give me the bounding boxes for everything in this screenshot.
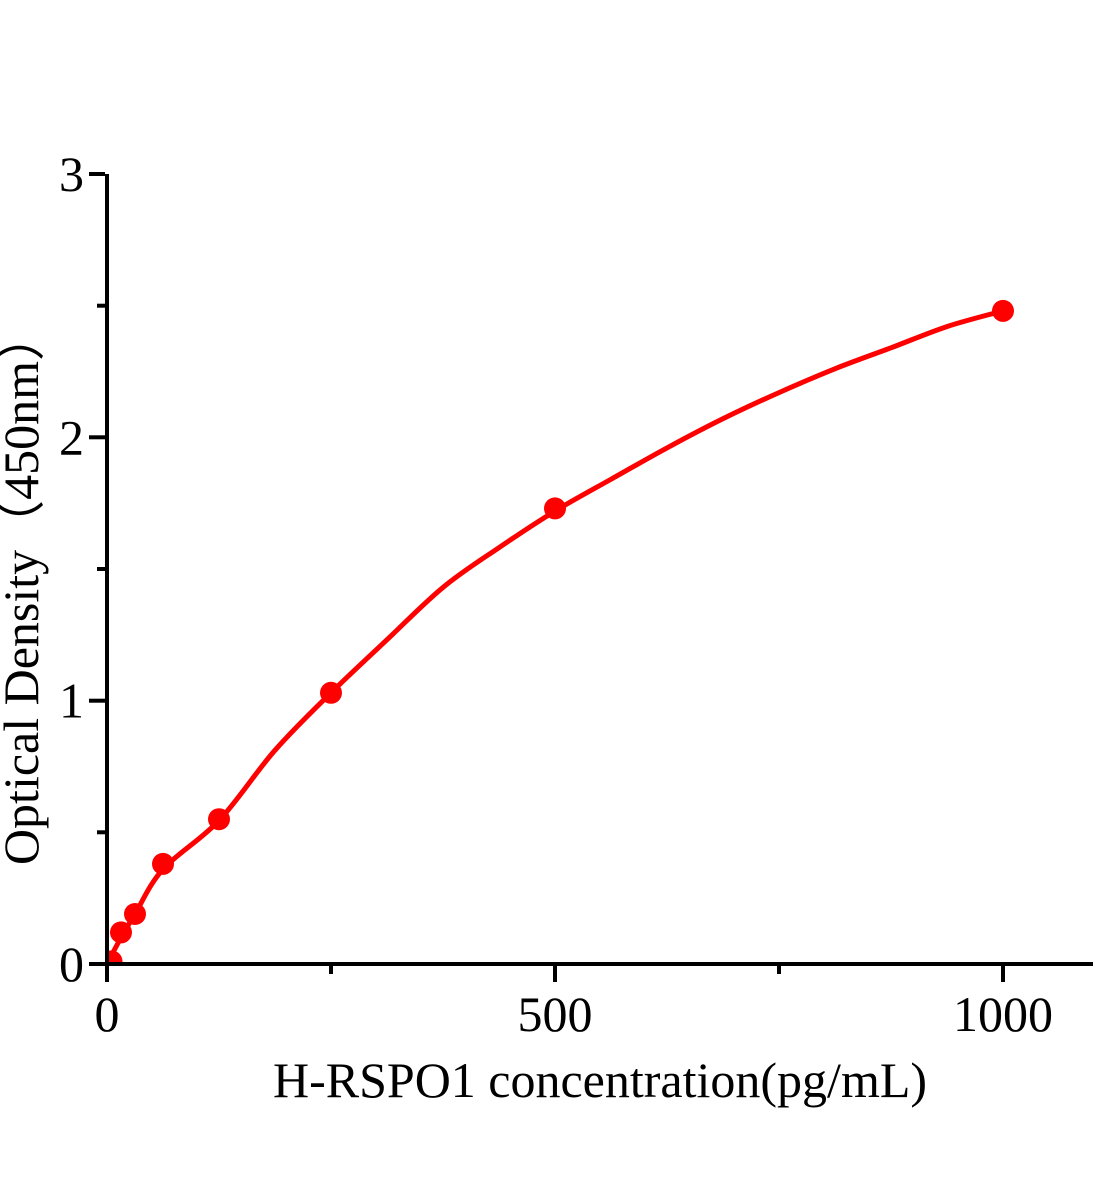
axes: 0 500 1000 0 1 2 3 [59, 146, 1093, 1042]
data-point [110, 921, 132, 944]
data-point [544, 497, 566, 520]
y-tick-label: 0 [59, 936, 84, 992]
fit-curve [107, 308, 1006, 964]
x-tick-label: 500 [518, 986, 593, 1042]
data-point [107, 950, 123, 964]
x-tick-label: 0 [95, 986, 120, 1042]
y-tick-label: 3 [59, 146, 84, 202]
y-tick-label: 2 [59, 409, 84, 465]
x-tick-label: 1000 [953, 986, 1053, 1042]
x-axis-title: H-RSPO1 concentration(pg/mL) [273, 1052, 927, 1108]
data-point [208, 808, 230, 831]
data-point [152, 852, 174, 875]
y-axis-title: Optical Density（450nm） [0, 311, 49, 865]
data-point [992, 299, 1014, 322]
data-point [124, 903, 146, 925]
data-points [107, 299, 1014, 964]
data-point [320, 681, 342, 704]
y-tick-label: 1 [59, 673, 84, 729]
plot-area [107, 299, 1014, 964]
